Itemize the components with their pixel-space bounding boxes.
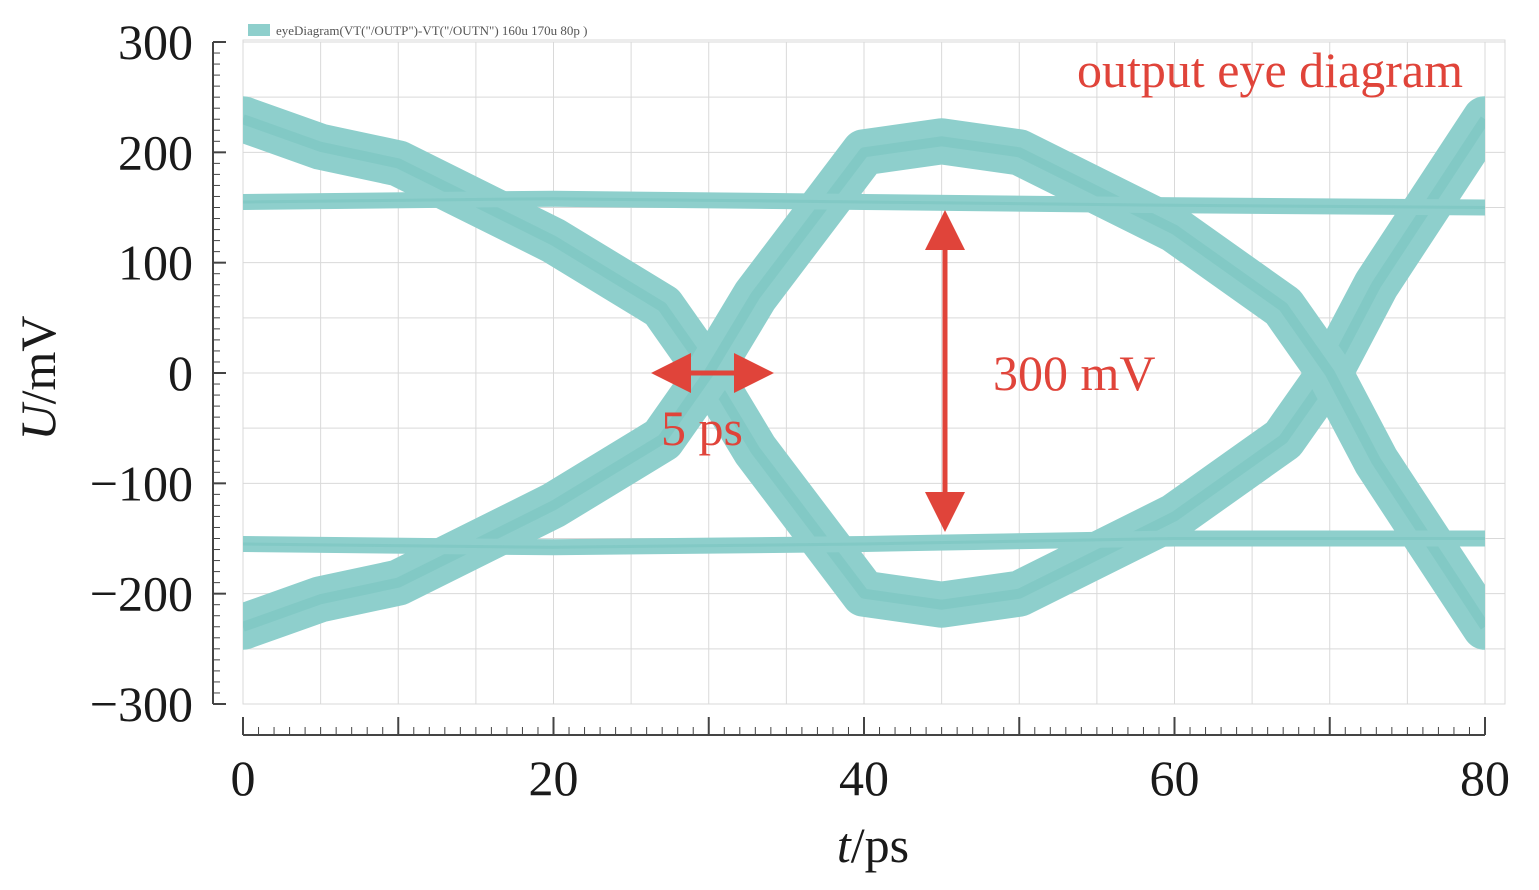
legend: eyeDiagram(VT("/OUTP")-VT("/OUTN") 160u …: [248, 23, 588, 38]
y-axis-title-var: U: [10, 402, 66, 441]
x-tick-label: 20: [529, 750, 579, 806]
x-axis-title-unit: /ps: [851, 817, 909, 873]
annotations: output eye diagram 300 mV 5 ps: [651, 42, 1463, 532]
y-axis-title: U/mV: [10, 315, 66, 440]
x-tick-label: 40: [839, 750, 889, 806]
y-tick-label: 200: [118, 124, 193, 180]
eye-trace-core-0: [243, 114, 1485, 610]
jitter-label: 5 ps: [661, 400, 743, 456]
chart-title-annotation: output eye diagram: [1077, 42, 1463, 98]
y-tick-label: −300: [90, 676, 193, 732]
eye-trace-core-2: [243, 197, 1485, 209]
y-ticks: 300 200 100 0 −100 −200 −300: [90, 14, 226, 732]
legend-label: eyeDiagram(VT("/OUTP")-VT("/OUTN") 160u …: [276, 23, 588, 38]
x-tick-label: 80: [1460, 750, 1510, 806]
y-tick-label: 0: [168, 345, 193, 401]
y-tick-label: −200: [90, 566, 193, 622]
x-axis-title: t/ps: [837, 817, 909, 873]
eye-height-label: 300 mV: [993, 345, 1156, 401]
x-tick-label: 60: [1150, 750, 1200, 806]
x-tick-label: 0: [231, 750, 256, 806]
x-axis-title-var: t: [837, 817, 852, 873]
legend-swatch: [248, 24, 270, 36]
y-tick-label: −100: [90, 455, 193, 511]
x-ticks: 0 20 40 60 80: [231, 717, 1510, 806]
y-tick-label: 100: [118, 235, 193, 291]
y-axis-title-unit: /mV: [10, 315, 66, 404]
eye-traces: [243, 96, 1485, 650]
eye-trace-core-3: [243, 537, 1485, 549]
y-tick-label: 300: [118, 14, 193, 70]
eye-trace-core-1: [243, 136, 1485, 632]
